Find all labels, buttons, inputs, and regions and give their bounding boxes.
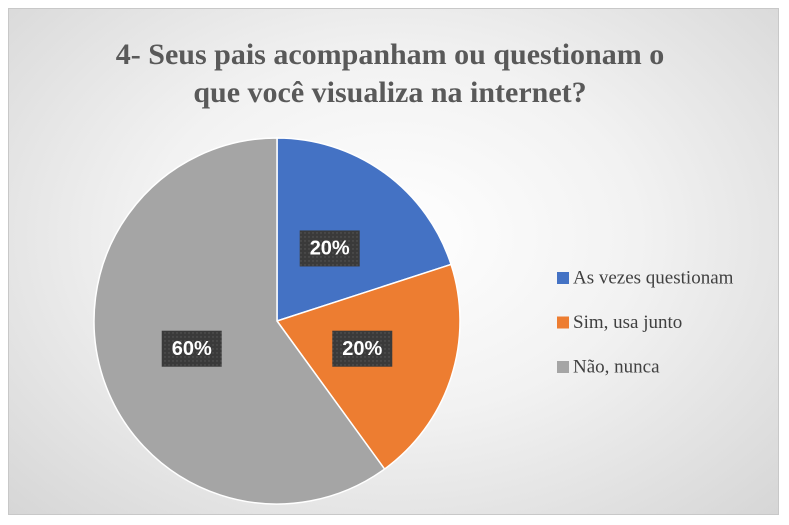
legend-swatch [557, 272, 569, 284]
pie-slice [93, 137, 386, 505]
legend-label: As vezes questionam [573, 267, 734, 288]
data-label: 60% [172, 338, 212, 360]
data-label: 20% [310, 238, 350, 260]
pie-slice [276, 137, 452, 323]
legend-label: Não, nunca [573, 356, 660, 377]
legend-label: Sim, usa junto [573, 312, 682, 333]
data-label-box [299, 230, 360, 267]
legend-swatch [557, 316, 569, 329]
data-label-box [332, 330, 393, 367]
data-label-box [161, 330, 222, 367]
pie-slice [275, 263, 461, 471]
legend-swatch [557, 361, 569, 373]
chart-title: 4- Seus pais acompanham ou questionam o … [115, 38, 665, 109]
data-label: 20% [342, 338, 382, 360]
